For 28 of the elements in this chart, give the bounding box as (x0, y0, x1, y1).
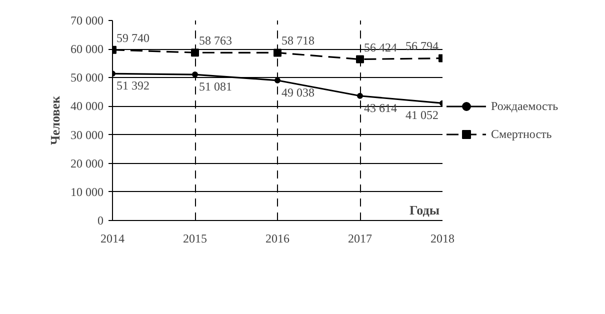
data-label: 51 392 (116, 78, 150, 93)
x-tick-label: 2017 (348, 232, 372, 246)
x-tick-label: 2014 (100, 232, 124, 246)
x-axis-title: Годы (410, 202, 440, 218)
data-label: 59 740 (116, 30, 150, 45)
data-label: 49 038 (282, 85, 314, 100)
x-tick-label: 2018 (430, 232, 454, 246)
y-tick-label: 30 000 (70, 128, 104, 142)
y-tick-label: 0 (98, 214, 104, 228)
y-tick-label: 20 000 (70, 156, 104, 170)
y-tick-label: 60 000 (70, 42, 104, 56)
x-tick-label: 2015 (183, 232, 207, 246)
y-tick-label: 50 000 (70, 70, 104, 85)
x-tick-label: 2016 (266, 232, 290, 246)
data-label: 58 718 (282, 34, 314, 48)
y-tick-label: 10 000 (70, 184, 104, 199)
y-axis-title: Человек (48, 95, 62, 146)
data-label: 51 081 (199, 80, 232, 94)
data-label: 41 052 (406, 108, 438, 122)
y-tick-label: 70 000 (70, 14, 104, 28)
y-tick-label: 40 000 (70, 99, 104, 114)
legend-label: Рождаемость (491, 98, 558, 114)
point (191, 48, 199, 57)
point (274, 48, 282, 57)
point (357, 92, 363, 99)
point (356, 55, 364, 64)
legend-label: Смертность (491, 126, 552, 142)
data-label: 58 763 (199, 34, 232, 48)
